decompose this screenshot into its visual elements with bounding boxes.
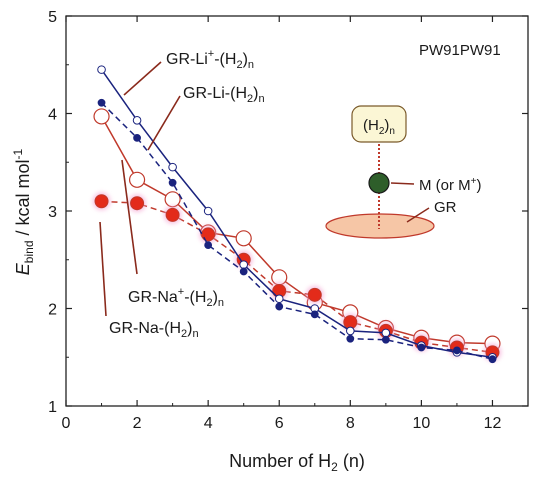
h2-box [351,105,407,143]
data-point [381,335,390,344]
y-tick-label: 4 [48,107,57,124]
metal-atom [368,172,390,194]
data-point [130,196,145,211]
y-tick-label: 3 [48,204,57,221]
data-point [307,287,322,302]
x-tick-label: 6 [275,415,284,432]
data-point [346,326,355,336]
data-point [417,343,426,352]
series-2 [93,108,501,352]
x-tick-label: 0 [62,415,71,432]
y-axis-title: Ebind / kcal mol-1 [11,148,36,275]
y-tick-label: 2 [48,302,57,319]
data-point [132,116,142,125]
y-tick-label: 1 [48,399,57,416]
metal-atom-label: M (or M+) [419,176,482,194]
x-tick-label: 10 [412,415,430,432]
series-line [100,102,493,360]
data-point [453,346,461,355]
surface-leader [406,207,430,223]
leader-line-gr-na [99,221,107,317]
data-point [168,162,177,172]
surface-label: GR [434,199,457,216]
data-point [164,191,181,208]
adsorption-schematic: (H2)n M (or M+) GR [325,105,482,239]
data-point [239,260,248,269]
x-tick-label: 2 [133,415,142,432]
h2-box-label: (H2)n [363,117,395,137]
method-label: PW91PW91 [419,42,501,59]
data-point [235,230,252,247]
data-point [93,108,110,125]
data-point [97,98,106,107]
series-1 [97,98,497,364]
data-point [346,334,355,343]
data-point [201,227,216,242]
series-0 [97,65,497,362]
data-point [488,355,497,364]
series-label-gr-li-plus: GR-Li+-(H2)n [166,48,254,71]
data-point [97,65,106,74]
x-tick-label: 8 [346,415,355,432]
x-tick-label: 12 [484,415,502,432]
leader-line-gr-li-plus [123,61,162,96]
data-point [204,241,213,250]
leader-line-gr-li [147,95,181,151]
data-point [128,171,146,188]
x-tick-label: 4 [204,415,213,432]
metal-atom-leader [390,182,415,185]
series-label-gr-na: GR-Na-(H2)n [109,320,199,340]
data-point [274,294,284,304]
series-layer [92,65,502,364]
data-point [275,302,284,311]
data-point [94,194,109,209]
x-axis-title: Number of H2 (n) [229,451,365,474]
y-tick-label: 5 [48,9,57,26]
series-label-gr-na-plus: GR-Na+-(H2)n [128,286,224,309]
data-point [381,328,391,338]
data-point [310,310,319,319]
leader-line-gr-na-plus [121,159,138,275]
data-point [203,206,213,216]
data-point [239,267,248,276]
data-point [168,178,177,187]
data-point [165,207,180,222]
data-point [133,133,141,142]
series-line [100,69,493,359]
series-label-gr-li: GR-Li-(H2)n [183,85,265,105]
